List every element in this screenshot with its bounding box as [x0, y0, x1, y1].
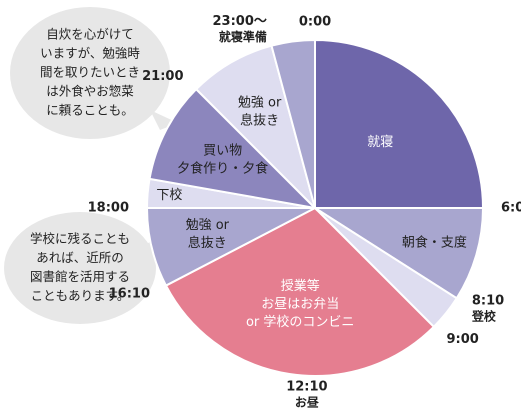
time-sub-label: 登校 — [471, 308, 497, 323]
note-bubble — [4, 212, 156, 324]
pie-slices — [145, 38, 485, 377]
slice-label: お昼はお弁当 — [261, 297, 339, 312]
pie-slice — [148, 87, 318, 210]
slice-label: 授業等 — [281, 278, 320, 294]
time-label: 6:00 — [501, 201, 521, 216]
note-text: は外食やお惣菜 — [46, 84, 134, 99]
note-text: 自炊を心がけて — [46, 27, 134, 42]
slice-label: 夕食作り・夕食 — [177, 160, 268, 176]
pie-slice — [314, 38, 485, 209]
time-label: 16:10 — [109, 286, 150, 301]
note-bubbles: 自炊を心がけていますが、勉強時間を取りたいときは外食やお惣菜に頼ることも。学校に… — [4, 7, 178, 324]
pie-slice — [311, 207, 485, 300]
note-text: 学校に残ることも — [30, 231, 130, 246]
slice-label: 息抜き — [240, 113, 279, 129]
pie-slice — [270, 38, 316, 209]
time-label: 8:10 — [472, 293, 504, 308]
slice-label: 息抜き — [188, 235, 227, 251]
slice-label: 買い物 — [203, 143, 242, 158]
slice-label: 下校 — [156, 187, 182, 203]
slice-label: 勉強 or — [238, 96, 282, 111]
time-label: 23:00～ — [213, 14, 267, 29]
note-text: に頼ることも。 — [46, 103, 134, 118]
slice-label: 勉強 or — [186, 218, 230, 233]
time-label: 21:00 — [142, 69, 183, 84]
time-sub-label: 就寝準備 — [219, 29, 267, 44]
time-sub-label: お昼 — [295, 394, 320, 409]
note-text: 間を取りたいとき — [40, 65, 140, 80]
slice-label: 朝食・支度 — [402, 234, 467, 250]
note-text: 図書館を活用する — [30, 269, 130, 284]
pie-slice — [194, 44, 317, 212]
time-label: 9:00 — [447, 332, 479, 347]
note-text: いますが、勉強時 — [40, 46, 140, 61]
slice-label: 就寝 — [367, 134, 393, 150]
slice-label: or 学校のコンビニ — [246, 314, 354, 330]
note-bubble — [10, 7, 170, 139]
note-text: あれば、近所の — [36, 250, 124, 265]
time-label: 0:00 — [299, 15, 331, 30]
pie-slice — [164, 206, 436, 377]
note-text: こともあります。 — [31, 288, 130, 303]
time-label: 12:10 — [286, 379, 327, 394]
time-label: 18:00 — [88, 201, 129, 216]
